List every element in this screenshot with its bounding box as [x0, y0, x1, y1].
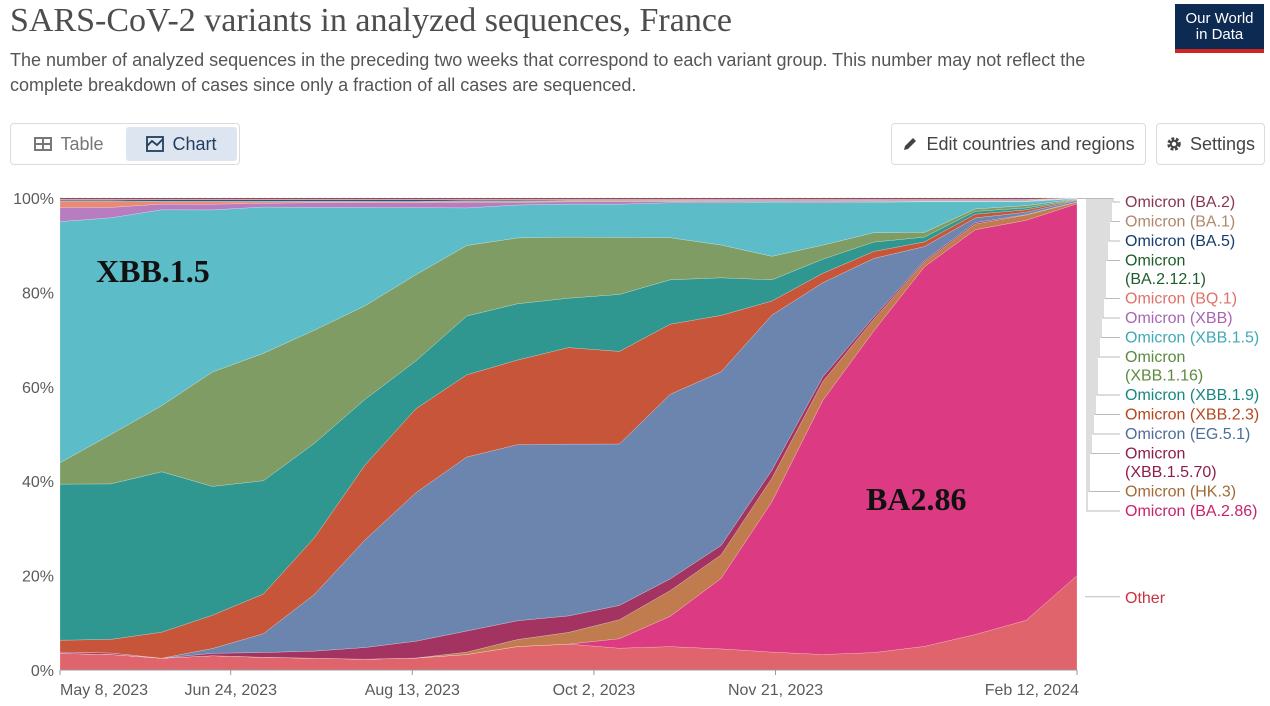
x-tick-label: Feb 12, 2024	[985, 682, 1079, 699]
y-axis: 0% 20% 40% 60% 80% 100%	[13, 191, 54, 680]
legend-connector	[1077, 198, 1120, 512]
legend-label-omicron-ba-2-12-1[interactable]: (BA.2.12.1)	[1125, 271, 1206, 288]
legend-label-omicron-xbb-1-16[interactable]: Omicron	[1125, 349, 1185, 366]
legend-label-omicron-xbb-1-16[interactable]: (XBB.1.16)	[1125, 368, 1203, 385]
legend-label-omicron-ba-2[interactable]: Omicron (BA.2)	[1125, 194, 1235, 211]
settings-button[interactable]: Settings	[1156, 123, 1265, 165]
legend-label-omicron-hk-3[interactable]: Omicron (HK.3)	[1125, 484, 1236, 501]
area-omicron-ba-2[interactable]	[59, 197, 1078, 200]
y-tick-label: 100%	[13, 191, 54, 208]
legend-label-omicron-eg-5-1[interactable]: Omicron (EG.5.1)	[1125, 426, 1250, 443]
x-tick-label: May 8, 2023	[60, 682, 148, 699]
legend-label-omicron-xbb-1-5-70[interactable]: Omicron	[1125, 446, 1185, 463]
legend-connector	[1077, 198, 1120, 358]
legend-label-omicron-xbb-2-3[interactable]: Omicron (XBB.2.3)	[1125, 407, 1259, 424]
y-tick-label: 40%	[22, 474, 54, 491]
tab-table[interactable]: Table	[14, 127, 124, 161]
legend-label-omicron-xbb-1-5[interactable]: Omicron (XBB.1.5)	[1125, 330, 1259, 347]
area-series	[59, 197, 1078, 671]
annotation-xbb15: XBB.1.5	[96, 253, 210, 289]
table-icon	[34, 137, 53, 151]
y-tick-label: 60%	[22, 380, 54, 397]
edit-countries-label: Edit countries and regions	[926, 133, 1135, 154]
legend-label-other[interactable]: Other	[1125, 590, 1166, 607]
owid-logo[interactable]: Our World in Data	[1175, 4, 1264, 53]
y-tick-label: 80%	[22, 285, 54, 302]
settings-label: Settings	[1189, 133, 1256, 154]
annotation-ba286: BA2.86	[866, 481, 966, 517]
legend: Omicron (BA.2) Omicron (BA.1) Omicron (BA.…	[1077, 194, 1259, 607]
x-tick-label: Aug 13, 2023	[365, 682, 460, 699]
chart-subtitle: The number of analyzed sequences in the …	[10, 50, 1086, 95]
legend-label-omicron-xbb-1-5-70[interactable]: (XBB.1.5.70)	[1125, 464, 1217, 481]
legend-label-omicron-bq-1[interactable]: Omicron (BQ.1)	[1125, 291, 1237, 308]
gear-icon	[1167, 137, 1181, 151]
legend-label-omicron-ba-2-86[interactable]: Omicron (BA.2.86)	[1125, 503, 1257, 520]
x-tick-label: Oct 2, 2023	[553, 682, 636, 699]
chart-icon	[146, 136, 165, 152]
tab-table-label: Table	[60, 133, 104, 154]
x-tick-label: Jun 24, 2023	[184, 682, 277, 699]
y-tick-label: 20%	[22, 569, 54, 586]
tab-chart[interactable]: Chart	[126, 127, 237, 161]
edit-countries-button[interactable]: Edit countries and regions	[891, 123, 1146, 165]
y-tick-label: 0%	[31, 663, 54, 680]
tab-chart-label: Chart	[172, 133, 217, 154]
logo-line-1: Our World	[1185, 10, 1254, 27]
legend-label-omicron-xbb-1-9[interactable]: Omicron (XBB.1.9)	[1125, 387, 1259, 404]
legend-label-omicron-xbb[interactable]: Omicron (XBB)	[1125, 310, 1233, 327]
chart-title: SARS-CoV-2 variants in analyzed sequence…	[10, 2, 733, 39]
legend-label-omicron-ba-2-12-1[interactable]: Omicron	[1125, 253, 1185, 270]
legend-label-omicron-ba-5[interactable]: Omicron (BA.5)	[1125, 233, 1235, 250]
logo-line-2: in Data	[1195, 26, 1244, 43]
x-tick-label: Nov 21, 2023	[728, 682, 823, 699]
legend-label-omicron-ba-1[interactable]: Omicron (BA.1)	[1125, 214, 1235, 231]
view-tabs: Table Chart	[10, 123, 240, 165]
pencil-icon	[904, 138, 917, 150]
x-axis: May 8, 2023 Jun 24, 2023 Aug 13, 2023 Oct 2…	[59, 669, 1079, 699]
